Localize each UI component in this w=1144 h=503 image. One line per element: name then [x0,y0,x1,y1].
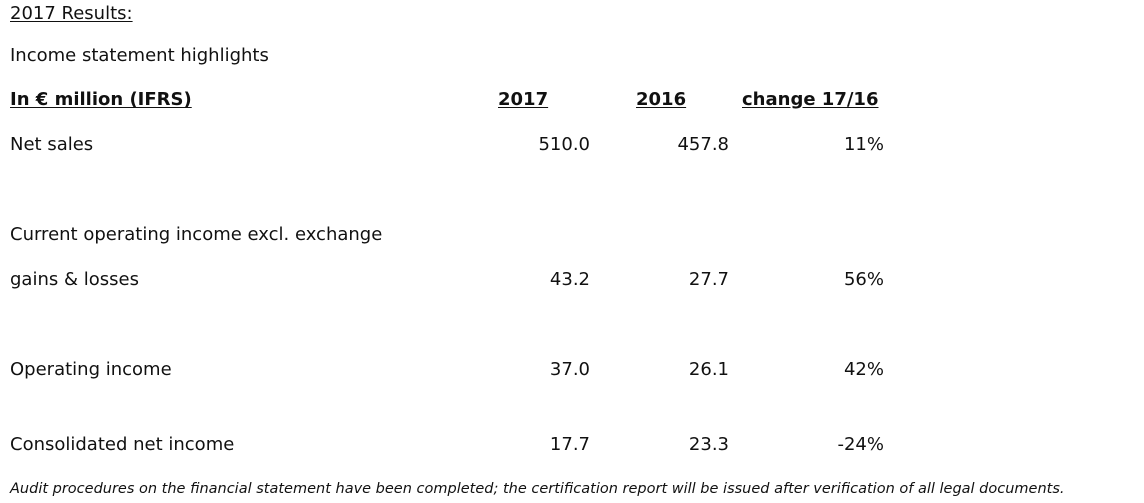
subtitle: Income statement highlights [10,45,269,66]
value-change: 56% [843,269,884,290]
value-change: 42% [843,359,884,380]
value-change: -24% [837,434,884,455]
value-change: 11% [843,134,884,155]
audit-footnote: Audit procedures on the financial statem… [10,481,1065,497]
value-2016: 27.7 [688,269,729,290]
value-2017: 43.2 [549,269,590,290]
header-2016: 2016 [636,89,687,110]
value-2016: 457.8 [677,134,729,155]
value-2016: 26.1 [688,359,729,380]
row-label: Net sales [10,134,94,155]
header-unit-label: In € million (IFRS) [10,89,192,110]
value-2017: 510.0 [538,134,590,155]
row-label-continued: gains & losses [10,269,139,290]
header-change: change 17/16 [742,89,879,110]
row-label: Operating income [10,359,172,380]
row-label: Consolidated net income [10,434,235,455]
header-2017: 2017 [498,89,549,110]
section-title: 2017 Results: [10,3,133,24]
value-2017: 17.7 [549,434,590,455]
value-2017: 37.0 [549,359,590,380]
value-2016: 23.3 [688,434,729,455]
row-label: Current operating income excl. exchange [10,224,383,245]
